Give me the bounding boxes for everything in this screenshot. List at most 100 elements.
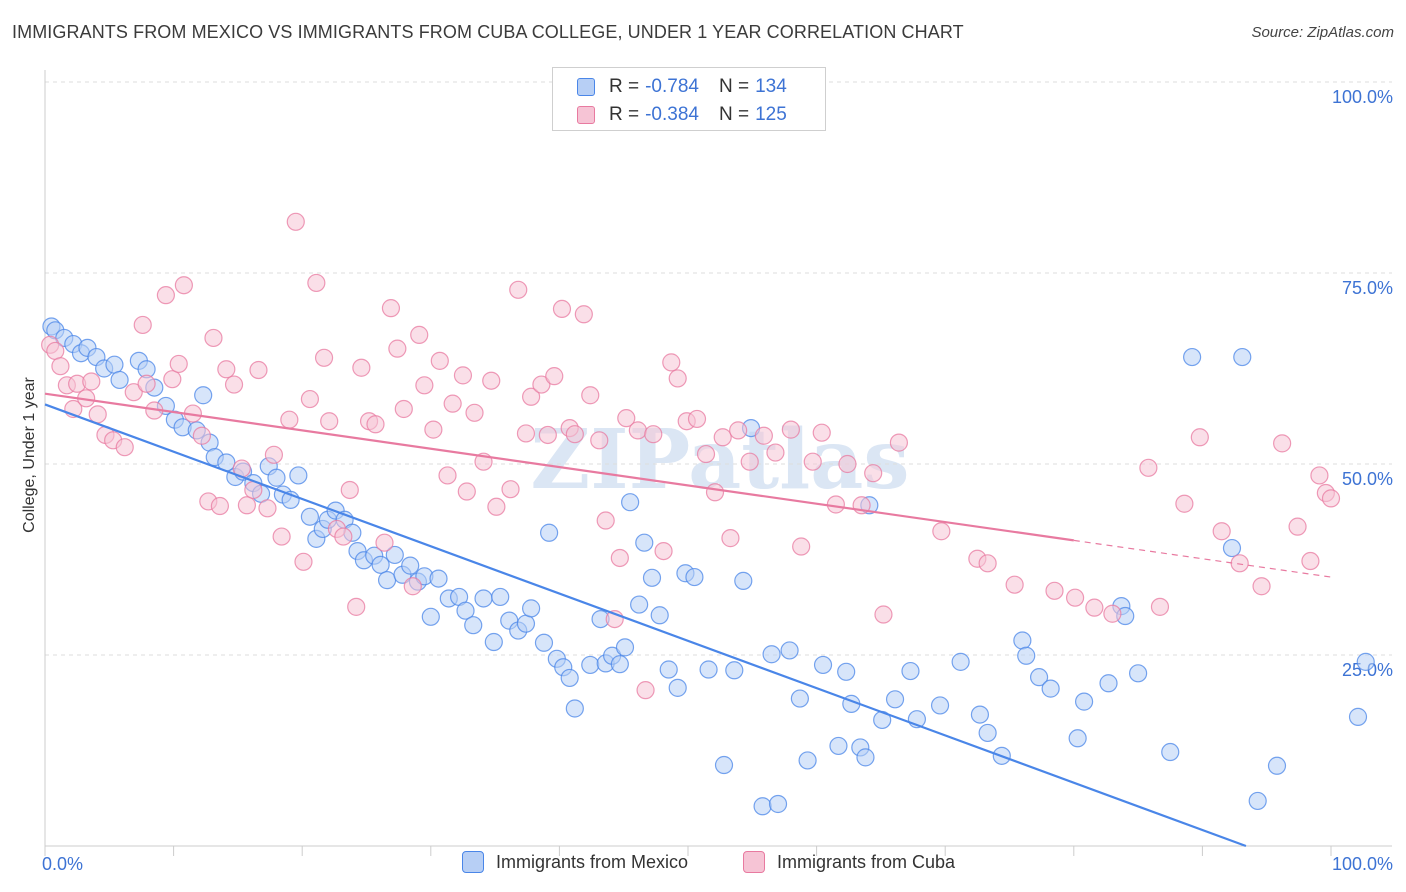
data-point-cuba [574,305,593,324]
data-point-mexico [630,595,649,614]
data-point-cuba [482,371,501,390]
data-point-mexico [1013,631,1032,650]
data-point-cuba [662,353,681,372]
legend-r-label-cuba: R = [609,104,640,125]
data-point-cuba [565,425,584,444]
data-point-cuba [1150,597,1170,616]
data-point-cuba [137,374,156,393]
data-point-mexico [474,589,493,608]
data-point-mexico [762,645,781,664]
data-point-cuba [705,483,725,502]
data-point-mexico [401,556,420,575]
data-point-cuba [286,212,305,231]
data-point-cuba [249,360,268,380]
data-point-mexico [1267,756,1287,775]
data-point-cuba [280,410,299,429]
data-point-cuba [501,480,520,499]
data-point-cuba [443,394,462,413]
data-point-cuba [169,354,188,374]
data-point-cuba [258,499,277,518]
data-point-cuba [156,286,175,305]
data-point-mexico [829,736,848,756]
data-point-mexico [780,641,799,660]
data-point-cuba [352,358,371,377]
data-point-mexico [856,748,875,767]
data-point-cuba [617,409,636,428]
data-point-cuba [272,527,291,546]
data-point-cuba [812,423,831,442]
data-point-cuba [838,454,857,474]
data-point-mexico [1099,674,1118,693]
legend-label-cuba: Immigrants from Cuba [777,851,956,872]
data-point-cuba [1045,581,1064,600]
data-point-cuba [314,348,334,367]
data-point-mexico [565,699,584,718]
data-point-mexico [798,751,817,770]
data-point-cuba [1005,575,1024,594]
data-point-mexico [650,606,669,625]
data-point-cuba [826,495,845,514]
data-point-mexico [522,599,541,618]
data-point-mexico [699,660,718,679]
data-point-mexico [1068,729,1087,748]
data-point-cuba [654,541,673,561]
trend-line-dashed-cuba [1073,539,1332,578]
data-point-cuba [668,369,687,388]
data-point-cuba [264,445,284,464]
data-point-mexico [534,633,554,652]
x-tick-label-max: 100.0% [1332,854,1393,874]
data-point-mexico [464,616,483,635]
data-point-cuba [729,421,748,440]
y-tick-label: 75.0% [1342,278,1393,298]
data-point-mexico [540,523,559,542]
data-point-cuba [415,376,434,395]
data-point-cuba [430,351,449,370]
data-point-cuba [124,383,143,402]
data-point-cuba [713,428,732,447]
data-point-cuba [424,420,443,439]
data-point-mexico [1222,538,1242,558]
data-point-cuba [1301,551,1320,571]
data-point-mexico [560,668,579,688]
legend-n-label-mexico: N = [718,76,750,97]
x-tick-label-min: 0.0% [42,854,83,874]
data-point-cuba [721,529,740,548]
data-point-mexico [1161,742,1180,762]
data-point-cuba [1310,466,1329,485]
data-point-mexico [516,614,536,633]
data-point-mexico [491,587,510,607]
data-point-mexico [1074,692,1094,711]
data-point-cuba [1065,588,1085,607]
data-point-cuba [453,366,473,385]
source-label: Source: ZipAtlas.com [1251,24,1394,41]
legend-row-cuba: R = -0.384 N = 125 [577,101,787,129]
data-point-cuba [628,421,647,440]
data-point-mexico [1183,347,1202,367]
trend-line-mexico [44,403,1247,848]
data-point-mexico [621,493,640,512]
data-point-cuba [1252,577,1271,596]
data-point-cuba [366,415,385,434]
data-point-mexico [110,370,129,390]
data-point-mexico [456,601,475,620]
data-point-mexico [668,678,687,697]
data-point-mexico [635,533,654,552]
data-point-mexico [725,661,744,680]
data-point-cuba [636,681,655,700]
data-point-cuba [1103,604,1122,623]
data-point-cuba [740,452,759,471]
data-point-mexico [768,794,788,814]
data-point-cuba [1288,517,1307,536]
data-point-cuba [307,273,326,293]
data-point-cuba [522,387,541,406]
data-point-cuba [552,299,572,319]
legend-swatch-cuba [577,106,595,124]
data-point-cuba [82,372,101,391]
data-point-mexico [659,660,678,679]
data-point-mexico [371,555,390,574]
y-tick-label: 50.0% [1342,469,1393,489]
legend-n-value-cuba: 125 [755,104,787,125]
data-point-cuba [487,497,506,516]
data-point-cuba [687,409,707,429]
data-point-cuba [224,375,244,394]
